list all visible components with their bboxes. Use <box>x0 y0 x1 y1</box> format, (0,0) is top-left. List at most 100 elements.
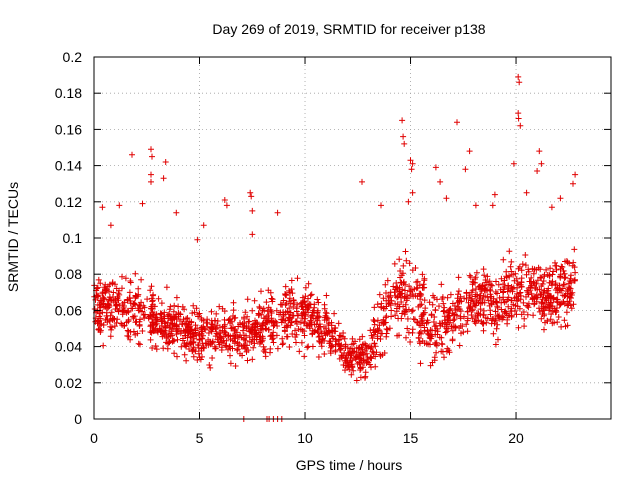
data-point <box>400 270 406 277</box>
data-point <box>94 293 101 300</box>
data-point <box>124 307 131 314</box>
data-point <box>285 317 292 324</box>
data-point <box>416 338 423 345</box>
data-point <box>301 353 308 360</box>
data-point <box>429 359 436 366</box>
data-point <box>99 204 106 211</box>
data-point <box>121 299 128 306</box>
data-point <box>545 287 552 294</box>
data-point <box>500 281 507 288</box>
y-tick-label: 0.02 <box>55 375 82 391</box>
data-point <box>465 299 472 306</box>
data-point <box>274 209 281 216</box>
data-point <box>404 315 411 322</box>
data-point <box>418 315 425 322</box>
data-point <box>309 327 316 334</box>
data-point <box>262 325 269 332</box>
data-point <box>268 295 275 302</box>
data-point <box>175 313 182 320</box>
data-point <box>560 299 567 306</box>
data-point <box>438 334 445 341</box>
data-point <box>452 307 459 314</box>
data-point <box>407 287 414 294</box>
data-point <box>516 79 523 86</box>
data-point <box>380 295 387 302</box>
data-point <box>221 197 228 203</box>
data-point <box>212 333 219 340</box>
data-point <box>541 311 548 318</box>
data-point <box>307 292 314 299</box>
data-point <box>183 357 190 364</box>
data-point <box>319 336 326 343</box>
data-point <box>488 300 495 307</box>
data-point <box>570 259 577 266</box>
data-point <box>149 325 156 331</box>
data-point <box>132 331 139 338</box>
data-point <box>95 318 102 325</box>
data-point <box>340 362 347 368</box>
data-point <box>437 178 444 185</box>
data-point <box>353 349 360 356</box>
data-point <box>504 320 511 327</box>
data-point <box>441 304 448 311</box>
data-point <box>409 291 416 298</box>
data-point <box>148 171 154 178</box>
data-point <box>517 122 524 129</box>
data-point <box>480 266 487 273</box>
data-point <box>405 329 412 336</box>
data-point <box>245 324 252 331</box>
data-point <box>547 316 554 323</box>
data-point <box>543 266 550 273</box>
data-point <box>441 354 447 361</box>
data-point <box>138 299 145 306</box>
data-point <box>490 330 497 337</box>
data-point <box>515 115 522 122</box>
data-point <box>128 305 135 312</box>
data-point <box>357 374 364 381</box>
data-point <box>226 316 233 323</box>
data-point <box>135 285 142 292</box>
data-point <box>187 334 194 341</box>
data-point <box>139 308 145 315</box>
data-point <box>553 262 560 269</box>
data-point <box>132 319 139 326</box>
data-point <box>283 333 290 340</box>
data-point <box>396 256 403 263</box>
data-point <box>540 292 547 298</box>
data-point <box>464 328 471 335</box>
data-point <box>507 263 514 270</box>
data-point <box>180 335 186 342</box>
data-point <box>539 281 546 287</box>
data-point <box>499 313 506 320</box>
data-point <box>205 336 212 343</box>
data-point <box>568 305 575 312</box>
data-point <box>321 317 328 324</box>
data-point <box>536 148 543 155</box>
data-point <box>483 319 490 326</box>
data-point <box>540 307 547 314</box>
data-point <box>111 323 118 330</box>
data-point <box>518 279 525 285</box>
data-point <box>208 308 215 315</box>
data-point <box>325 328 332 335</box>
data-point <box>302 293 309 300</box>
axis-ticks <box>93 56 611 420</box>
data-point <box>173 209 180 216</box>
data-point <box>102 287 109 294</box>
data-point <box>536 308 543 315</box>
y-tick-label: 0.16 <box>55 121 82 137</box>
data-point <box>114 316 121 323</box>
data-point <box>164 319 171 326</box>
data-point <box>320 335 326 342</box>
data-point <box>108 326 115 333</box>
data-point <box>182 332 189 339</box>
data-point <box>262 353 269 360</box>
data-point <box>212 345 219 352</box>
data-point <box>141 315 148 322</box>
data-point <box>155 295 162 302</box>
data-point <box>510 160 517 167</box>
data-point <box>464 317 471 324</box>
data-point <box>440 300 447 307</box>
data-point <box>286 295 293 302</box>
data-point <box>272 318 279 325</box>
